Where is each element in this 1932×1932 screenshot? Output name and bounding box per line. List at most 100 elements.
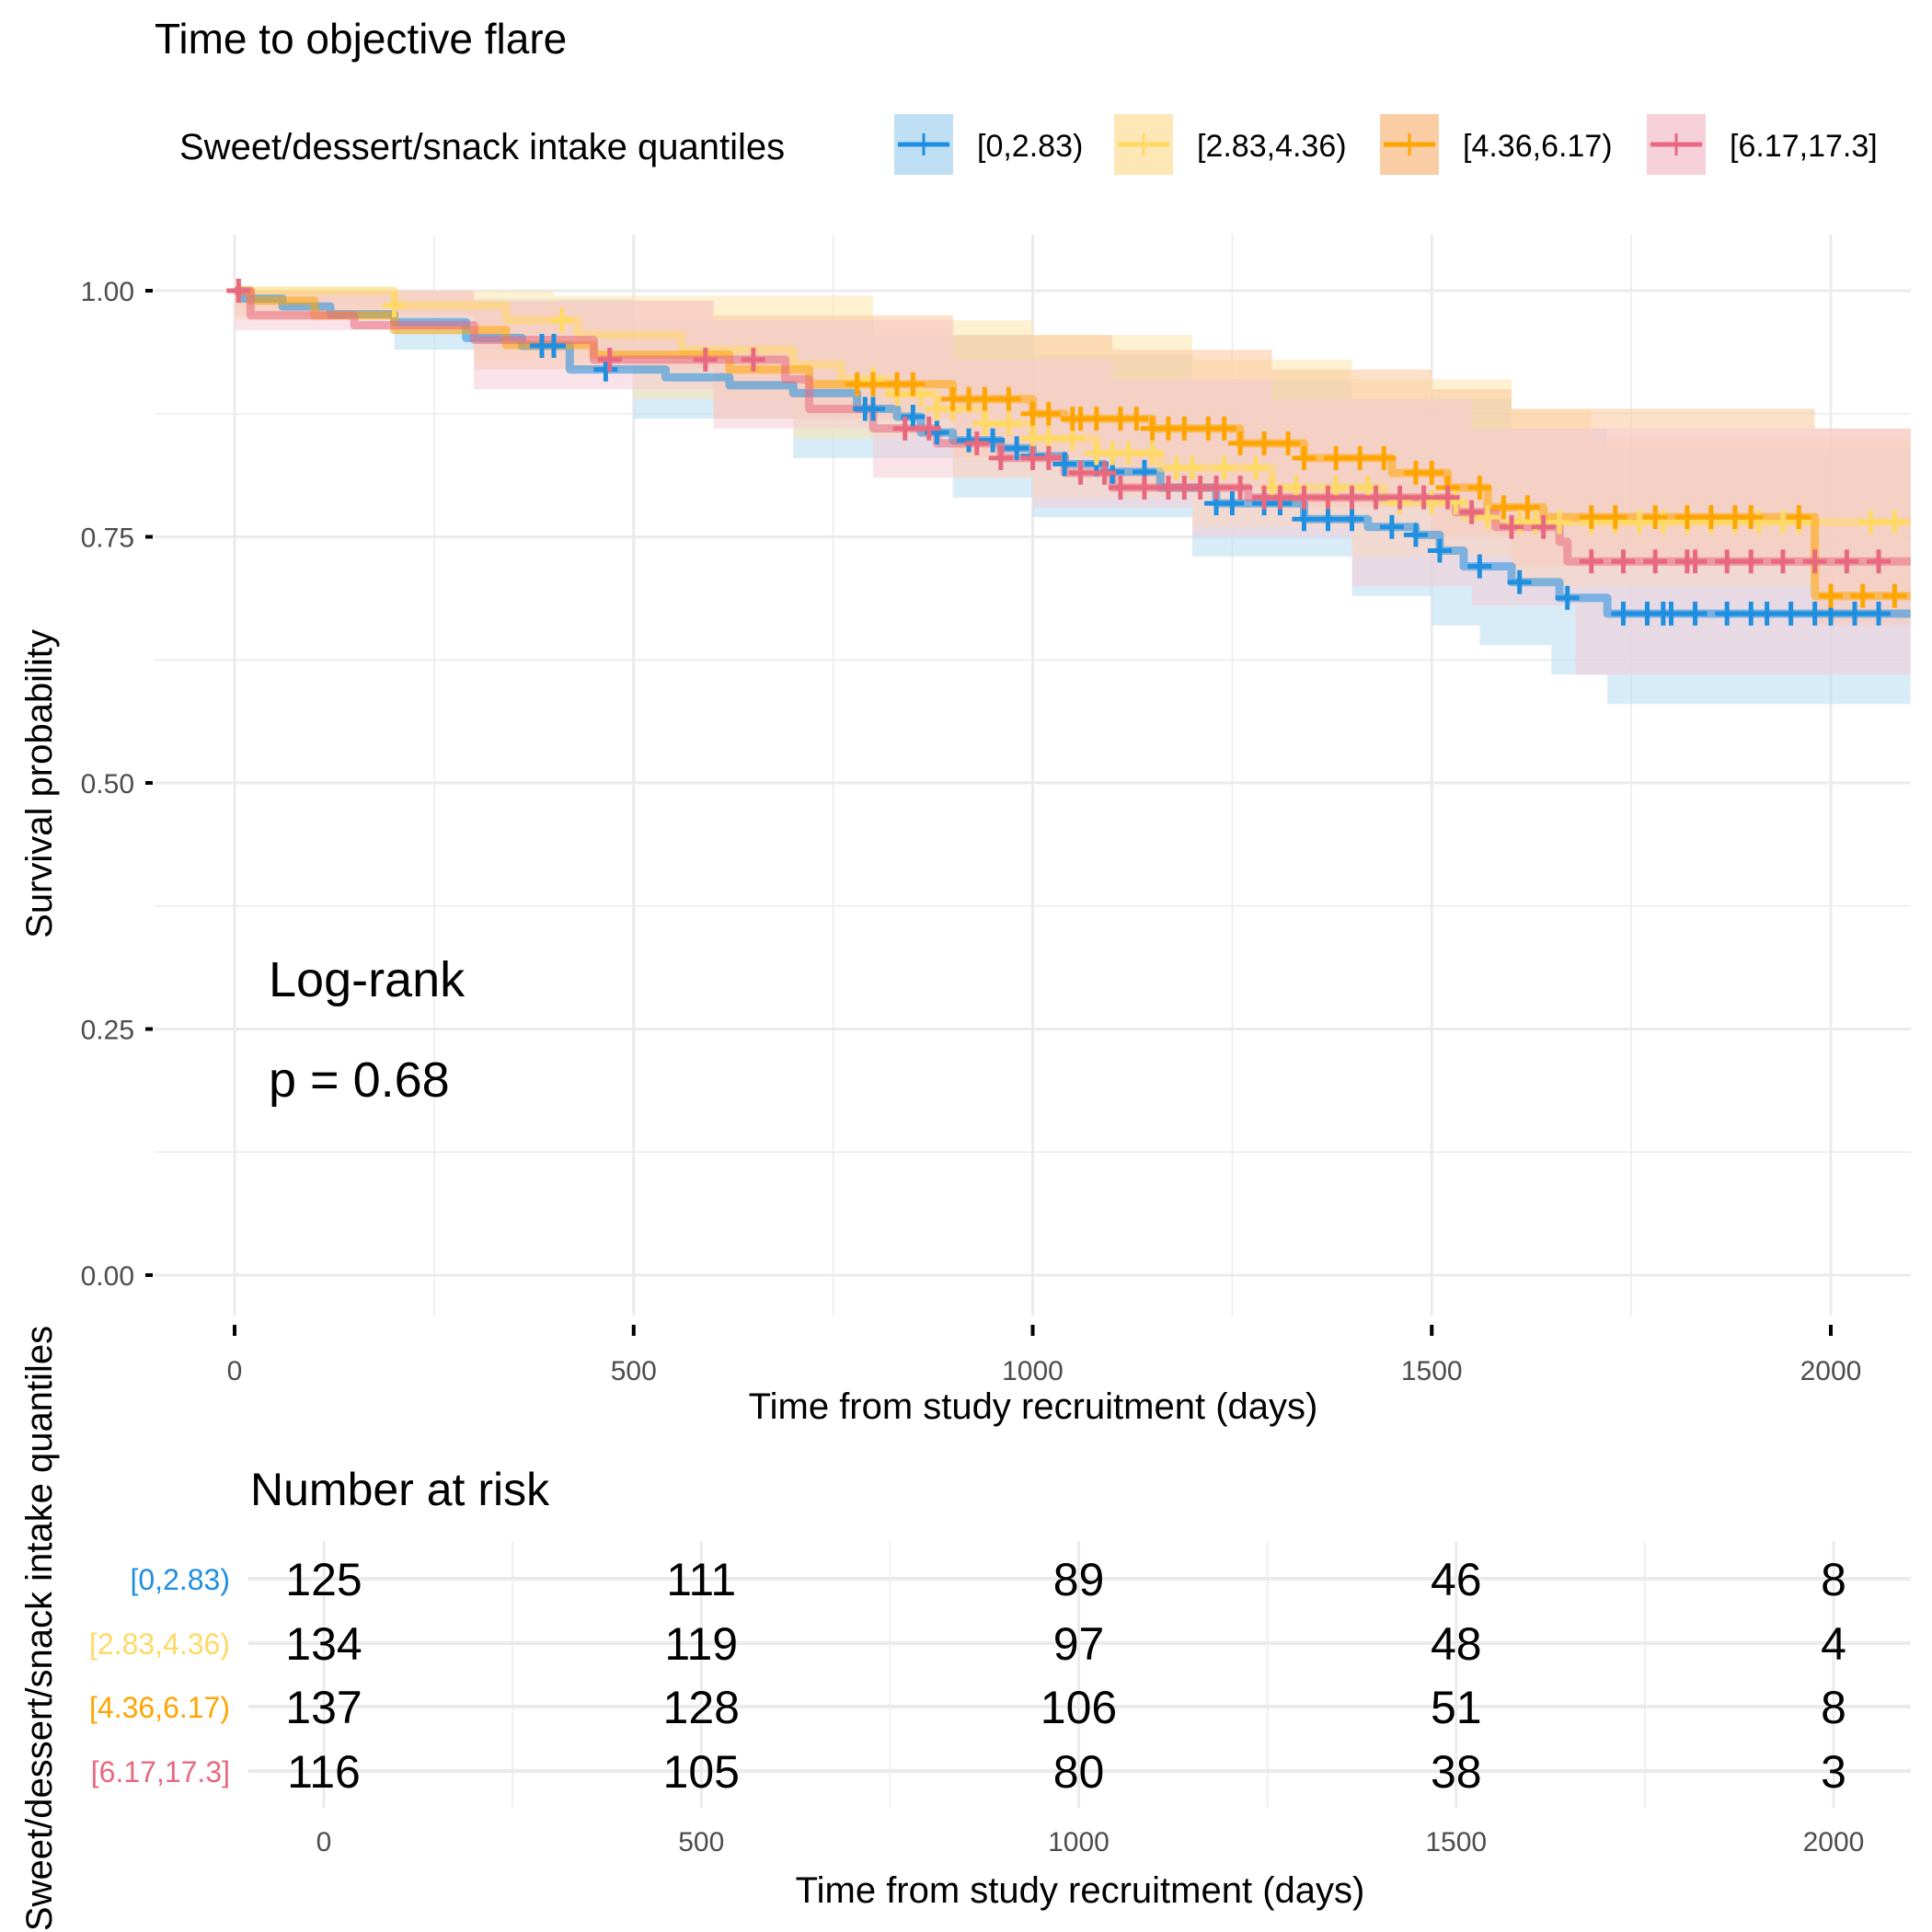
censor-mark: [1140, 441, 1165, 466]
censor-mark: [1579, 505, 1604, 530]
risk-row-1: [2.83,4.36) 134 119 97 48 4: [89, 1618, 1846, 1670]
censor-mark: [861, 372, 885, 397]
censor-mark: [1611, 601, 1636, 626]
risk-table-title: Number at risk: [250, 1464, 550, 1515]
censor-mark: [1340, 485, 1364, 510]
risk-count: 38: [1431, 1746, 1482, 1798]
censor-mark: [1084, 407, 1109, 431]
censor-mark: [1531, 514, 1556, 539]
risk-count: 89: [1053, 1554, 1105, 1605]
censor-mark: [1363, 485, 1388, 510]
censor-mark: [1172, 416, 1197, 441]
risk-x-axis-label: Time from study recruitment (days): [796, 1870, 1365, 1911]
censor-mark: [1372, 445, 1397, 470]
risk-rows: [0,2.83) 125 111 89 46 8[2.83,4.36) 134 119 97 48…: [89, 1554, 1846, 1798]
censor-mark: [1500, 514, 1524, 539]
legend: Sweet/dessert/snack intake quantiles [0,…: [179, 114, 1878, 175]
x-axis-label: Time from study recruitment (days): [749, 1386, 1318, 1427]
censor-mark: [1052, 452, 1077, 477]
risk-count: 105: [663, 1746, 740, 1798]
censor-mark: [741, 347, 765, 372]
chart-title: Time to objective flare: [155, 15, 567, 63]
censor-mark: [1787, 505, 1811, 530]
legend-item-1: [2.83,4.36): [1114, 114, 1347, 175]
censor-mark: [892, 416, 917, 441]
censor-mark: [1435, 485, 1460, 510]
censor-mark: [1459, 500, 1484, 524]
risk-count: 51: [1431, 1682, 1482, 1733]
censor-mark: [1324, 445, 1349, 470]
censor-mark: [1427, 538, 1452, 563]
censor-mark: [1212, 416, 1236, 441]
ci-band-3: [235, 291, 1911, 675]
risk-row-label: [0,2.83): [130, 1563, 230, 1596]
censor-mark: [1124, 407, 1149, 431]
censor-mark: [1276, 431, 1301, 455]
legend-item-0: [0,2.83): [894, 114, 1083, 175]
censor-mark: [1244, 455, 1269, 480]
censor-mark: [1116, 441, 1141, 466]
legend-label: [0,2.83): [977, 129, 1083, 164]
risk-count: 8: [1821, 1554, 1846, 1605]
censor-mark: [964, 431, 989, 455]
censor-mark: [1036, 445, 1061, 470]
censor-marks: [226, 279, 1907, 626]
x-tick-label: 2000: [1800, 1356, 1862, 1386]
risk-count: 3: [1821, 1746, 1846, 1798]
censor-mark: [1507, 569, 1532, 594]
risk-grid: [248, 1541, 1911, 1808]
legend-item-2: [4.36,6.17): [1380, 114, 1613, 175]
censor-mark: [988, 445, 1013, 470]
censor-mark: [382, 293, 407, 318]
risk-x-tick-label: 2000: [1803, 1827, 1865, 1857]
risk-count: 119: [664, 1618, 738, 1670]
censor-mark: [1754, 601, 1779, 626]
censor-mark: [1819, 583, 1843, 608]
censor-mark: [1683, 601, 1708, 626]
risk-count: 128: [663, 1682, 740, 1733]
risk-row-label: [2.83,4.36): [89, 1627, 230, 1661]
censor-mark: [1132, 476, 1156, 500]
censor-mark: [981, 428, 1006, 453]
risk-count: 111: [666, 1554, 736, 1605]
censor-mark: [1228, 476, 1253, 500]
legend-title: Sweet/dessert/snack intake quantiles: [179, 127, 785, 167]
censor-mark: [1739, 549, 1764, 574]
censor-mark: [972, 386, 997, 411]
y-tick-label: 1.00: [81, 277, 134, 307]
censor-mark: [1843, 601, 1868, 626]
censor-mark: [1867, 601, 1892, 626]
censor-mark: [1715, 601, 1740, 626]
censor-mark: [916, 416, 941, 441]
risk-count: 8: [1821, 1682, 1846, 1733]
censor-mark: [1467, 554, 1492, 579]
risk-count: 116: [287, 1746, 361, 1798]
risk-count: 125: [285, 1554, 362, 1605]
y-tick-label: 0.00: [81, 1261, 134, 1292]
risk-y-axis-label: Sweet/dessert/snack intake quantiles: [19, 1326, 60, 1931]
censor-mark: [1316, 507, 1340, 532]
censor-mark: [1698, 505, 1723, 530]
censor-mark: [1802, 549, 1827, 574]
censor-mark: [1036, 401, 1061, 426]
risk-x-tick-label: 0: [316, 1827, 332, 1857]
y-axis: 0.00 0.25 0.50 0.75 1.00: [81, 277, 153, 1292]
censor-mark: [972, 411, 997, 436]
risk-x-tick-label: 500: [678, 1827, 724, 1857]
risk-count: 106: [1041, 1682, 1117, 1733]
risk-count: 4: [1821, 1618, 1846, 1670]
censor-mark: [1643, 505, 1668, 530]
risk-table: Number at risk [0,2.83) 125 111 89 46 8 [2.83,…: [19, 1326, 1911, 1931]
censor-mark: [1292, 507, 1317, 532]
censor-mark: [1180, 455, 1204, 480]
censor-mark: [1834, 549, 1859, 574]
censor-mark: [1778, 601, 1803, 626]
risk-row-3: [6.17,17.3] 116 105 80 38 3: [91, 1746, 1846, 1798]
x-axis: 0 500 1000 1500 2000: [227, 1325, 1862, 1386]
x-tick-label: 0: [227, 1356, 243, 1386]
censor-mark: [1403, 523, 1428, 547]
censor-mark: [1292, 445, 1317, 470]
ci-band-2: [235, 291, 1911, 734]
survival-panel: 0.00 0.25 0.50 0.75 1.00 0 500 1000 1500 2000: [81, 235, 1911, 1386]
